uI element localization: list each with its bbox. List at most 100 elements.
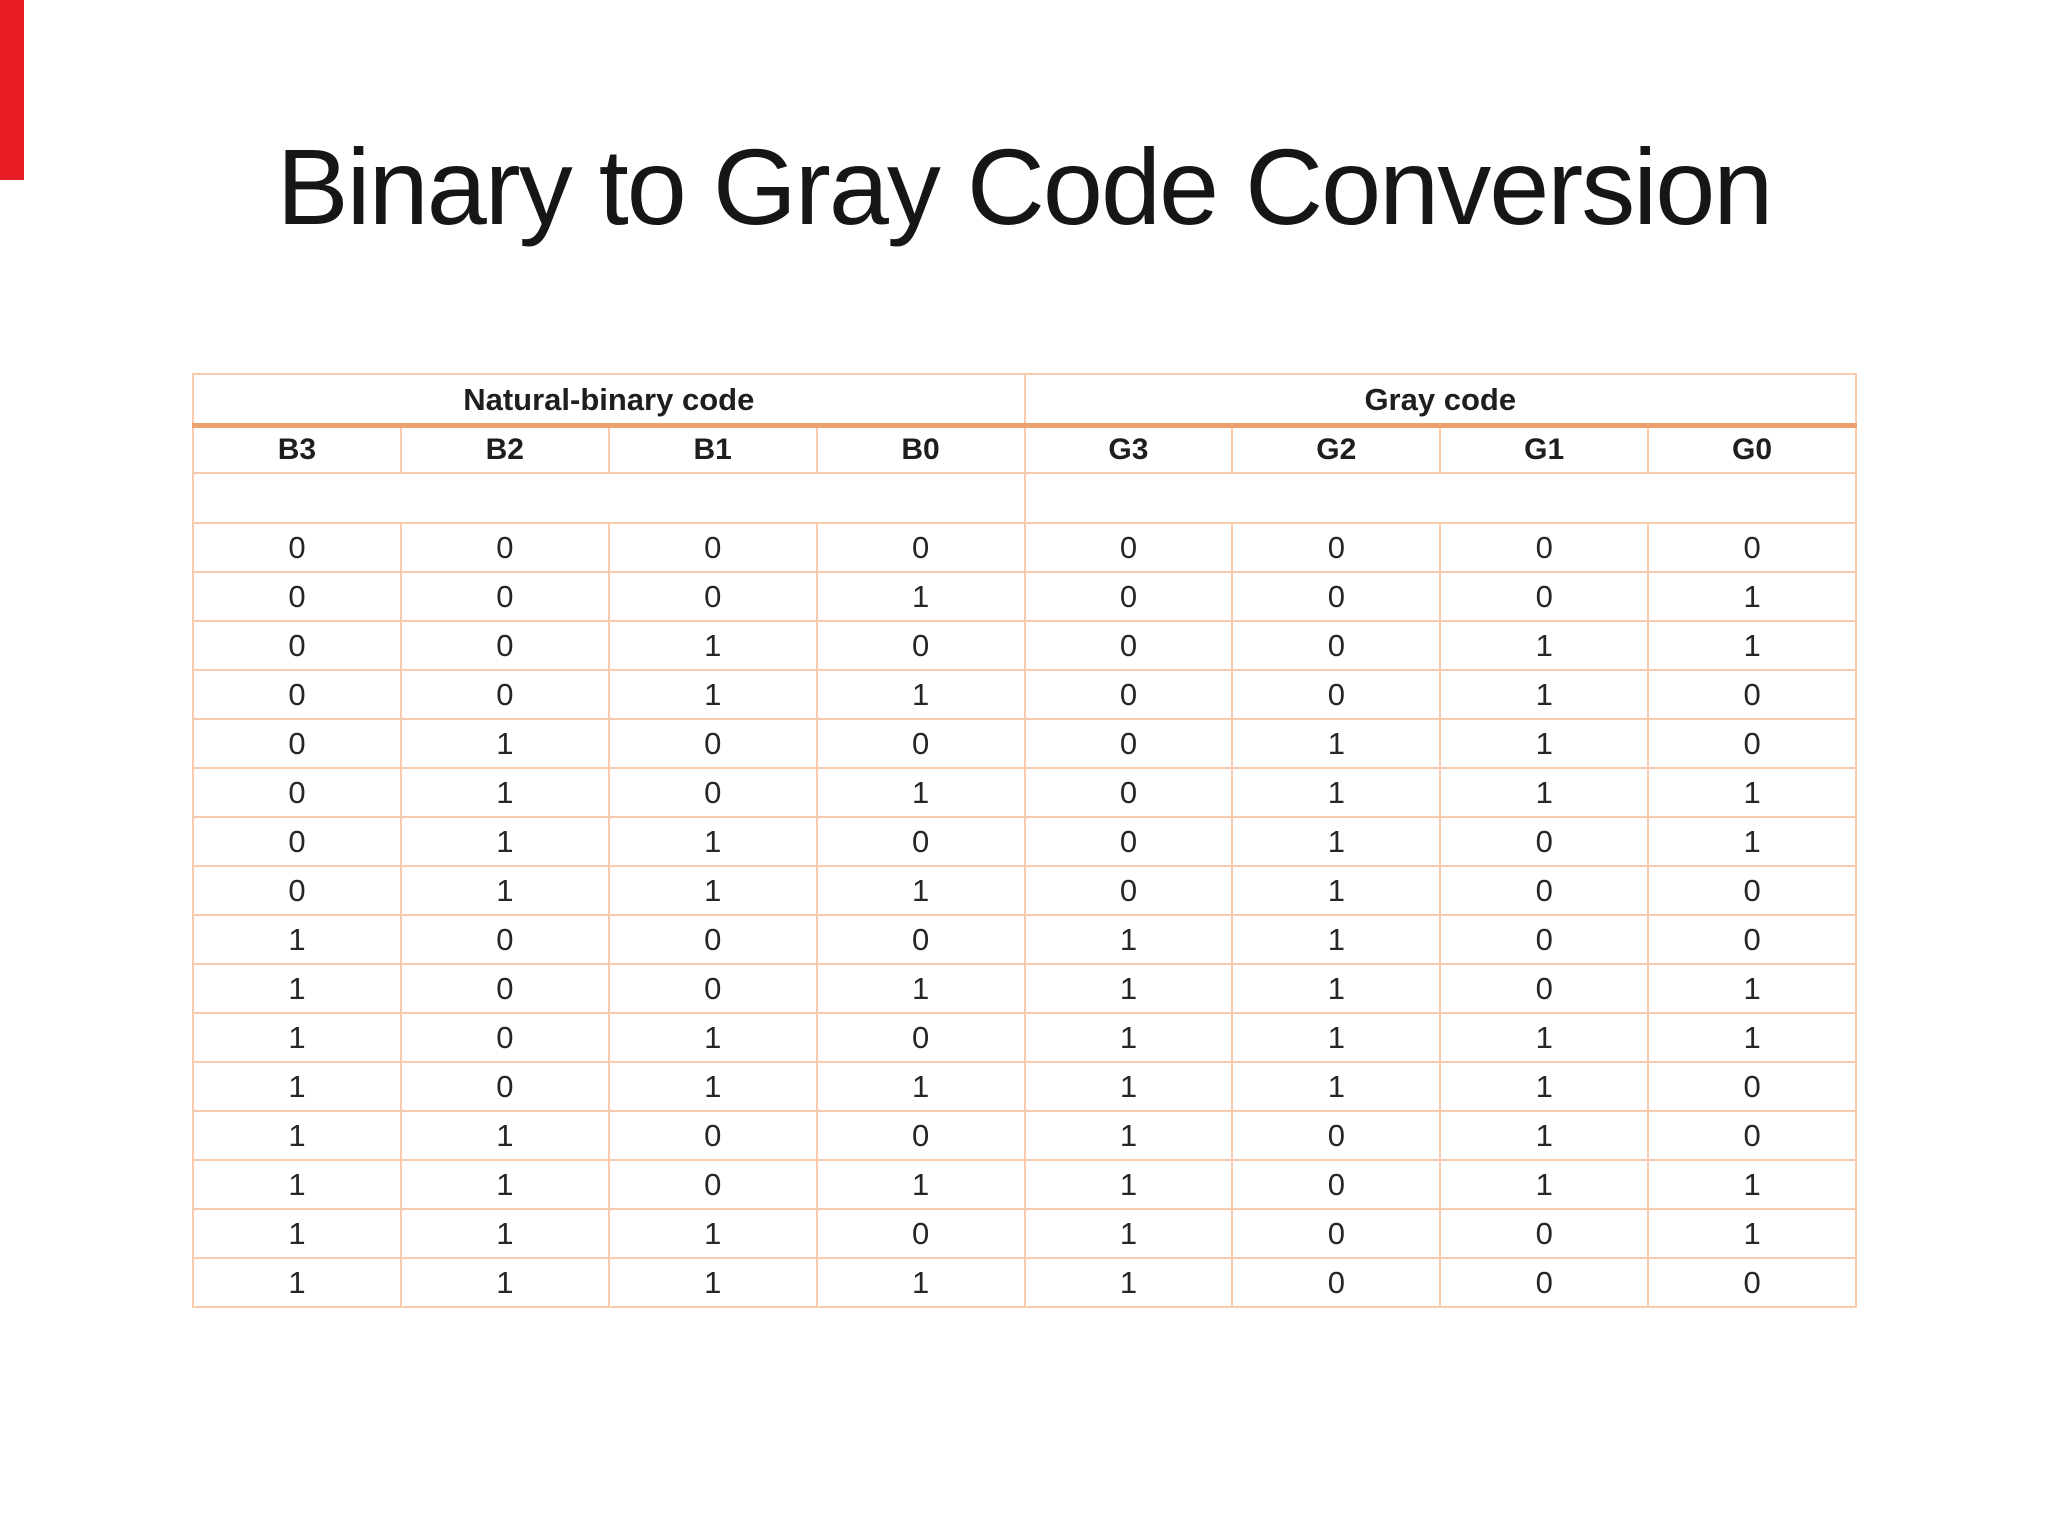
table-cell: 0 <box>1439 571 1650 622</box>
column-header-b3: B3 <box>192 424 402 474</box>
table-cell: 0 <box>1023 865 1234 916</box>
table-cell: 1 <box>1023 963 1234 1014</box>
table-cell: 0 <box>1647 522 1857 573</box>
table-cell: 0 <box>815 1110 1026 1161</box>
column-header-g2: G2 <box>1231 424 1442 474</box>
table-cell: 1 <box>607 1208 818 1259</box>
table-cell: 0 <box>1647 669 1857 720</box>
table-cell: 0 <box>1439 865 1650 916</box>
table-cell: 1 <box>1231 865 1442 916</box>
table-cell: 1 <box>1439 718 1650 769</box>
table-cell: 0 <box>1647 1061 1857 1112</box>
table-cell: 1 <box>1647 767 1857 818</box>
table-cell: 1 <box>192 1012 402 1063</box>
table-cell: 0 <box>399 1012 610 1063</box>
table-cell: 0 <box>607 1159 818 1210</box>
table-cell: 1 <box>192 1110 402 1161</box>
table-cell: 1 <box>1231 1012 1442 1063</box>
table-cell: 1 <box>607 1012 818 1063</box>
table-cell: 0 <box>607 914 818 965</box>
table-cell: 1 <box>1647 1159 1857 1210</box>
table-cell: 0 <box>1647 914 1857 965</box>
column-header-g3: G3 <box>1023 424 1234 474</box>
table-cell: 1 <box>1231 1061 1442 1112</box>
table-cell: 1 <box>607 669 818 720</box>
table-cell: 1 <box>1439 1061 1650 1112</box>
table-cell: 0 <box>1231 620 1442 671</box>
table-cell: 1 <box>1647 571 1857 622</box>
table-cell: 0 <box>1647 865 1857 916</box>
table-cell: 1 <box>1023 1061 1234 1112</box>
table-cell: 0 <box>399 522 610 573</box>
table-cell: 1 <box>1439 1159 1650 1210</box>
table-cell: 0 <box>192 718 402 769</box>
table-cell: 0 <box>1647 718 1857 769</box>
table-cell: 1 <box>192 1257 402 1308</box>
table-cell: 1 <box>607 1061 818 1112</box>
table-cell: 0 <box>1439 963 1650 1014</box>
table-cell: 1 <box>192 1061 402 1112</box>
table-cell: 1 <box>399 1110 610 1161</box>
red-marker <box>0 0 24 180</box>
table-cell: 1 <box>1647 816 1857 867</box>
table-cell: 0 <box>399 571 610 622</box>
table-cell: 0 <box>815 816 1026 867</box>
table-cell: 0 <box>815 718 1026 769</box>
table-cell: 0 <box>1023 669 1234 720</box>
table-cell: 0 <box>1023 620 1234 671</box>
column-header-b1: B1 <box>607 424 818 474</box>
table-cell: 1 <box>192 1159 402 1210</box>
table-cell: 0 <box>607 571 818 622</box>
table-cell: 0 <box>1439 1257 1650 1308</box>
table-cell: 1 <box>815 571 1026 622</box>
table-cell: 1 <box>607 620 818 671</box>
table-cell: 0 <box>815 620 1026 671</box>
table-cell: 1 <box>1023 1110 1234 1161</box>
table-cell: 1 <box>815 963 1026 1014</box>
table-cell: 0 <box>1647 1257 1857 1308</box>
table-cell: 0 <box>1439 914 1650 965</box>
table-cell: 1 <box>1439 1012 1650 1063</box>
table-cell: 0 <box>607 767 818 818</box>
table-cell: 0 <box>815 522 1026 573</box>
table-cell: 0 <box>399 669 610 720</box>
conversion-table: Natural-binary code Gray code B3 B2 B1 B… <box>192 373 1857 1308</box>
column-header-b0: B0 <box>815 424 1026 474</box>
table-cell: 1 <box>399 718 610 769</box>
table-cell: 0 <box>1023 571 1234 622</box>
table-cell: 1 <box>1023 1159 1234 1210</box>
table-cell: 1 <box>1647 1012 1857 1063</box>
spacer-row <box>192 472 1857 524</box>
table-cell: 1 <box>399 865 610 916</box>
table-cell: 1 <box>1647 620 1857 671</box>
table-cell: 0 <box>192 865 402 916</box>
table-cell: 0 <box>815 1208 1026 1259</box>
table-cell: 1 <box>1647 1208 1857 1259</box>
table-cell: 0 <box>1231 571 1442 622</box>
table-cell: 1 <box>1439 1110 1650 1161</box>
table-cell: 0 <box>399 914 610 965</box>
table-cell: 0 <box>1231 1257 1442 1308</box>
column-header-g0: G0 <box>1647 424 1857 474</box>
table-cell: 0 <box>607 963 818 1014</box>
table-cell: 0 <box>399 1061 610 1112</box>
table-cell: 0 <box>1023 816 1234 867</box>
table-cell: 1 <box>1231 718 1442 769</box>
table-cell: 0 <box>192 620 402 671</box>
table-cell: 1 <box>1023 914 1234 965</box>
slide-title: Binary to Gray Code Conversion <box>276 126 1774 247</box>
table-cell: 1 <box>815 669 1026 720</box>
table-cell: 0 <box>192 571 402 622</box>
table-cell: 0 <box>1231 1159 1442 1210</box>
table-cell: 1 <box>192 1208 402 1259</box>
